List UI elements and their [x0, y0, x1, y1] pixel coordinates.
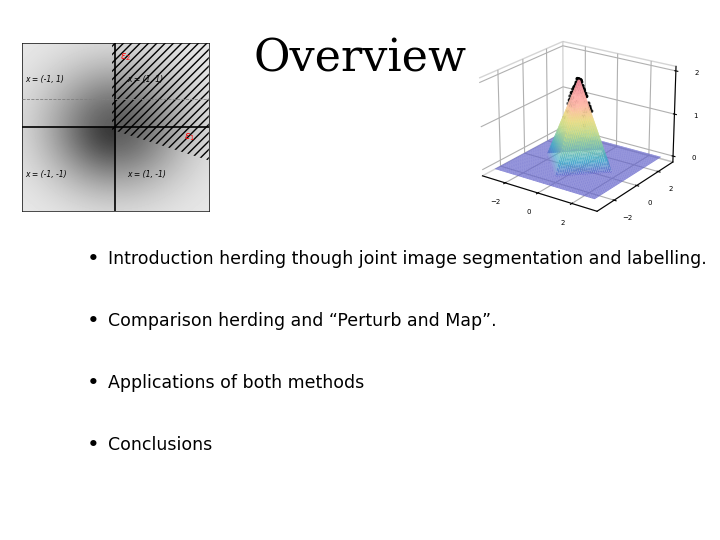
Text: •: •: [87, 311, 100, 332]
Text: x = (1, -1): x = (1, -1): [127, 170, 166, 179]
Text: •: •: [87, 249, 100, 269]
Text: Overview: Overview: [253, 38, 467, 81]
Text: $\epsilon_1$: $\epsilon_1$: [184, 131, 194, 143]
Text: Conclusions: Conclusions: [108, 436, 212, 455]
Text: x = (1, 1): x = (1, 1): [127, 75, 164, 84]
Text: •: •: [87, 435, 100, 456]
Text: $\epsilon_2$: $\epsilon_2$: [120, 52, 131, 63]
Text: Applications of both methods: Applications of both methods: [108, 374, 364, 393]
Text: •: •: [87, 373, 100, 394]
Text: Comparison herding and “Perturb and Map”.: Comparison herding and “Perturb and Map”…: [108, 312, 497, 330]
Text: Introduction herding though joint image segmentation and labelling.: Introduction herding though joint image …: [108, 250, 707, 268]
Text: x = (-1, 1): x = (-1, 1): [24, 75, 63, 84]
Text: x = (-1, -1): x = (-1, -1): [24, 170, 66, 179]
